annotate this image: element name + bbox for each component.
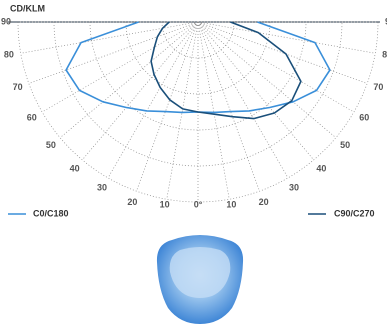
angle-label: 30 [97, 183, 107, 193]
grid-spoke [197, 21, 260, 192]
grid-spoke [166, 21, 199, 200]
angle-label: 50 [46, 140, 56, 150]
grid-spoke [28, 21, 199, 84]
grid-ring [161, 21, 235, 59]
grid-ring [17, 21, 379, 203]
angle-label: 0° [194, 199, 203, 209]
angle-label: 60 [27, 112, 37, 122]
grid-ring [89, 21, 307, 131]
angle-label: 90 [385, 16, 387, 26]
angle-label: 40 [316, 163, 326, 173]
angle-label: 70 [373, 82, 383, 92]
grid-spoke [136, 21, 199, 192]
grid-spoke [197, 21, 355, 113]
angle-label: 20 [127, 197, 137, 207]
angle-label: 10 [160, 199, 170, 209]
grid-spoke [107, 21, 199, 179]
grid-spoke [20, 21, 199, 54]
angle-label: 30 [289, 183, 299, 193]
chart-title: CD/KLM [10, 3, 45, 13]
grid-spoke [82, 21, 199, 161]
grid-spoke [41, 21, 199, 113]
grid-spoke [59, 21, 199, 138]
angle-label: 70 [13, 82, 23, 92]
angle-label: 40 [70, 163, 80, 173]
grid-spoke [197, 21, 376, 54]
series-curve [150, 21, 302, 120]
legend-label: C90/C270 [334, 208, 375, 218]
angle-label: 50 [340, 140, 350, 150]
grid-spoke [197, 21, 314, 161]
grid-spoke [197, 21, 289, 179]
grid-ring [125, 21, 271, 95]
angle-label: 60 [359, 112, 369, 122]
angle-label: 10 [226, 199, 236, 209]
grid-spoke [197, 21, 230, 200]
legend-label: C0/C180 [33, 208, 69, 218]
angle-label: 80 [4, 50, 14, 60]
angle-label: 80 [382, 50, 387, 60]
grid-spoke [197, 21, 368, 84]
light-pattern [156, 235, 244, 324]
angle-label: 90 [1, 16, 11, 26]
angle-label: 20 [259, 197, 269, 207]
